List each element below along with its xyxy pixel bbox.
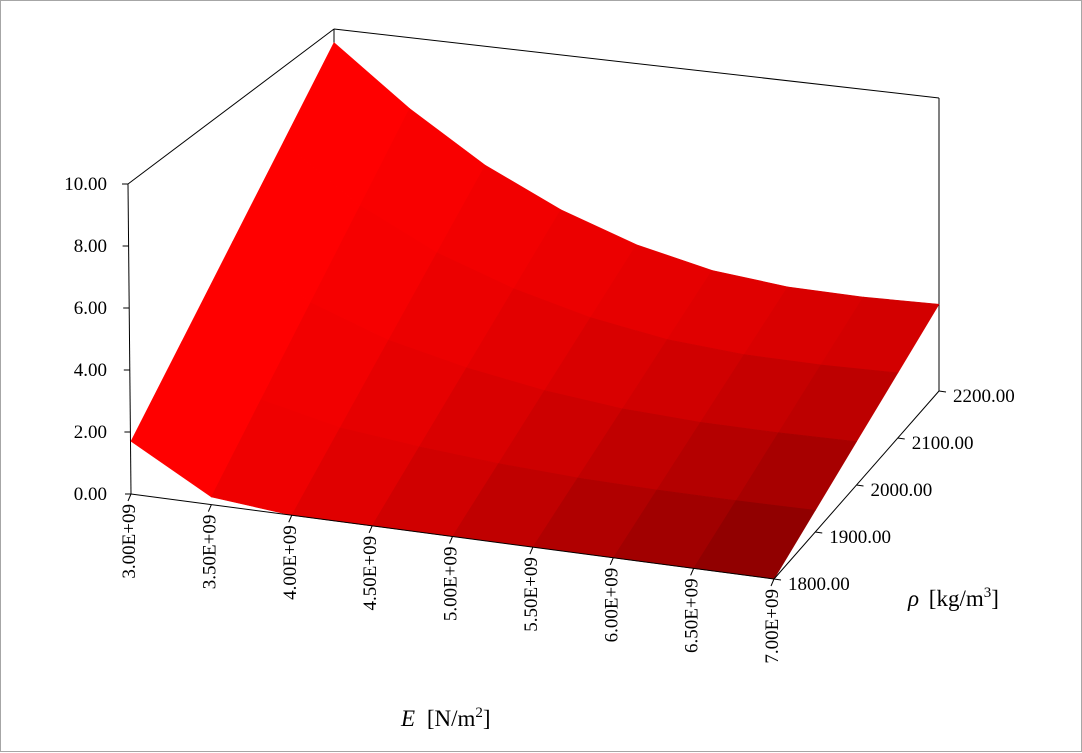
- x-axis-ticks: 3.00E+09 3.50E+09 4.00E+09 4.50E+09 5.00E+09…: [119, 493, 783, 664]
- x-tick-label: 3.00E+09: [119, 504, 140, 579]
- x-tick-label: 4.00E+09: [280, 525, 301, 600]
- z-axis-ticks: 0.00 2.00 4.00 6.00 8.00 10.00: [64, 174, 131, 505]
- x-tick-mark: [288, 515, 293, 523]
- x-tick-mark: [529, 546, 534, 555]
- x-tick-mark: [207, 504, 212, 512]
- y-tick-mark: [815, 531, 823, 534]
- x-tick-label: 7.00E+09: [762, 589, 783, 664]
- y-tick-label: 2100.00: [912, 433, 974, 454]
- x-tick-label: 6.50E+09: [682, 578, 703, 653]
- y-tick-mark: [773, 578, 782, 581]
- x-tick-mark: [609, 557, 614, 565]
- x-tick-mark: [368, 525, 373, 534]
- x-tick-label: 3.50E+09: [199, 515, 220, 590]
- z-tick-label: 4.00: [74, 360, 107, 381]
- z-tick-label: 8.00: [74, 236, 107, 257]
- box-back-top-edge: [333, 28, 940, 99]
- x-tick-mark: [690, 568, 695, 576]
- y-tick-mark: [897, 437, 905, 440]
- x-tick-label: 6.00E+09: [601, 568, 622, 643]
- x-tick-mark: [449, 536, 453, 544]
- x-tick-mark: [127, 493, 132, 502]
- y-tick-mark: [938, 390, 947, 393]
- y-axis-ticks: 1800.00 1900.00 2000.00 2100.00 2200.00: [773, 386, 1015, 595]
- y-tick-label: 2200.00: [953, 386, 1015, 407]
- x-axis-title: E [N/m2]: [400, 705, 491, 731]
- y-tick-label: 1900.00: [829, 527, 891, 548]
- box-left-top-edge: [127, 28, 335, 185]
- z-axis-line: [127, 183, 132, 495]
- z-tick-label: 6.00: [74, 298, 107, 319]
- x-tick-label: 5.00E+09: [441, 547, 462, 622]
- y-tick-label: 2000.00: [871, 480, 933, 501]
- y-tick-label: 1800.00: [788, 574, 850, 595]
- z-tick-label: 2.00: [74, 422, 107, 443]
- y-tick-mark: [856, 484, 864, 487]
- x-tick-label: 5.50E+09: [521, 557, 542, 632]
- x-tick-mark: [770, 578, 775, 587]
- surface-mesh: [130, 42, 940, 580]
- z-tick-label: 10.00: [64, 174, 107, 195]
- x-tick-label: 4.50E+09: [360, 536, 381, 611]
- y-axis-title: ρ [kg/m3]: [907, 585, 999, 611]
- z-tick-label: 0.00: [74, 484, 107, 505]
